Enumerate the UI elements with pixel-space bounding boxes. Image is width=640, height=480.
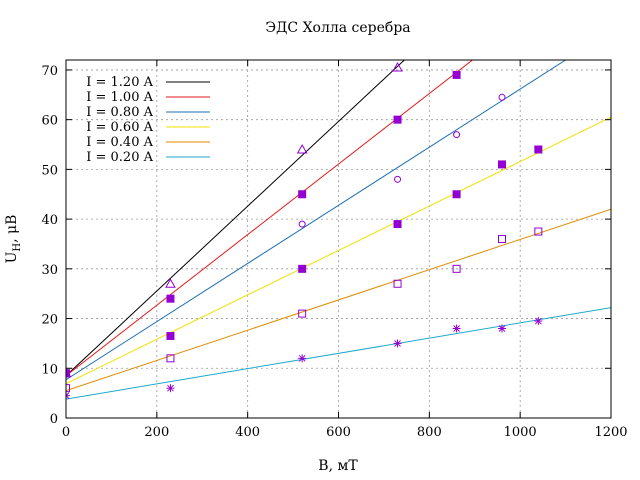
data-point-series-4 (298, 309, 307, 318)
y-axis-label-unit: , μB (4, 215, 20, 243)
fit-line-series-4 (66, 208, 611, 392)
data-point-series-4 (66, 384, 70, 393)
y-tick-label: 30 (41, 263, 58, 278)
x-tick-label: 1000 (504, 425, 537, 440)
data-point-series-3 (534, 145, 543, 154)
data-point-series-4 (498, 235, 506, 243)
data-point-series-0 (392, 61, 403, 72)
legend-label-5: I = 0.20 A (86, 150, 153, 165)
fit-line-series-1 (66, 60, 473, 377)
legend-label-2: I = 0.80 A (86, 105, 153, 120)
x-tick-label: 800 (417, 425, 442, 440)
data-point-series-0 (296, 143, 308, 154)
fit-line-series-5 (66, 307, 611, 400)
legend-label-0: I = 1.20 A (86, 75, 153, 90)
data-point-series-5 (534, 317, 543, 326)
chart-title: ЭДС Холла серебра (265, 20, 410, 36)
data-point-series-3 (298, 264, 307, 273)
y-tick-label: 0 (50, 412, 58, 427)
y-tick-label: 20 (41, 313, 58, 328)
y-tick-label: 50 (41, 163, 58, 178)
data-point-series-1 (166, 294, 175, 303)
y-axis-label: UH, μB (4, 215, 23, 264)
data-point-series-1 (393, 115, 402, 124)
data-point-series-5 (498, 324, 506, 333)
fit-line-series-2 (66, 60, 566, 381)
legend: I = 1.20 AI = 1.00 AI = 0.80 AI = 0.60 A… (86, 75, 210, 165)
data-point-series-5 (298, 354, 307, 363)
grid (66, 60, 611, 418)
data-point-series-5 (452, 324, 461, 333)
data-point-series-1 (298, 190, 307, 199)
y-tick-label: 70 (41, 64, 58, 79)
data-point-series-3 (166, 331, 175, 340)
data-point-series-4 (393, 279, 402, 288)
data-point-series-3 (66, 369, 70, 378)
data-markers (66, 61, 543, 400)
data-point-series-1 (452, 70, 461, 79)
data-point-series-2 (298, 220, 306, 228)
legend-label-1: I = 1.00 A (86, 90, 153, 105)
legend-label-4: I = 0.40 A (86, 135, 153, 150)
y-tick-label: 10 (41, 362, 58, 377)
y-axis-label-subscript: H (12, 243, 23, 252)
data-point-series-2 (394, 175, 402, 183)
y-axis-label-main: U (4, 251, 20, 263)
x-tick-label: 1200 (594, 425, 627, 440)
data-point-series-5 (66, 391, 70, 400)
data-point-series-3 (393, 220, 402, 229)
data-point-series-5 (393, 339, 402, 348)
y-tick-label: 40 (41, 213, 58, 228)
legend-label-3: I = 0.60 A (86, 120, 153, 135)
x-tick-label: 0 (62, 425, 70, 440)
data-point-series-5 (166, 384, 175, 393)
y-tick-label: 60 (41, 114, 58, 129)
data-point-series-4 (166, 354, 175, 363)
x-tick-label: 200 (144, 425, 169, 440)
data-point-series-4 (534, 227, 543, 236)
data-point-series-3 (498, 160, 506, 169)
x-axis-label: B, мТ (318, 458, 358, 474)
x-tick-label: 600 (326, 425, 351, 440)
data-point-series-2 (498, 93, 506, 101)
data-point-series-4 (452, 264, 461, 273)
data-point-series-3 (452, 190, 461, 199)
x-tick-label: 400 (235, 425, 260, 440)
fit-line-series-0 (66, 60, 405, 377)
data-point-series-0 (165, 278, 176, 288)
data-point-series-2 (453, 131, 461, 139)
fit-lines (66, 60, 611, 400)
axis-ticks: 0 200 400 600 800 1000 1200 0 10 20 30 40 50 60 70 (41, 60, 628, 440)
fit-line-series-3 (66, 116, 611, 385)
